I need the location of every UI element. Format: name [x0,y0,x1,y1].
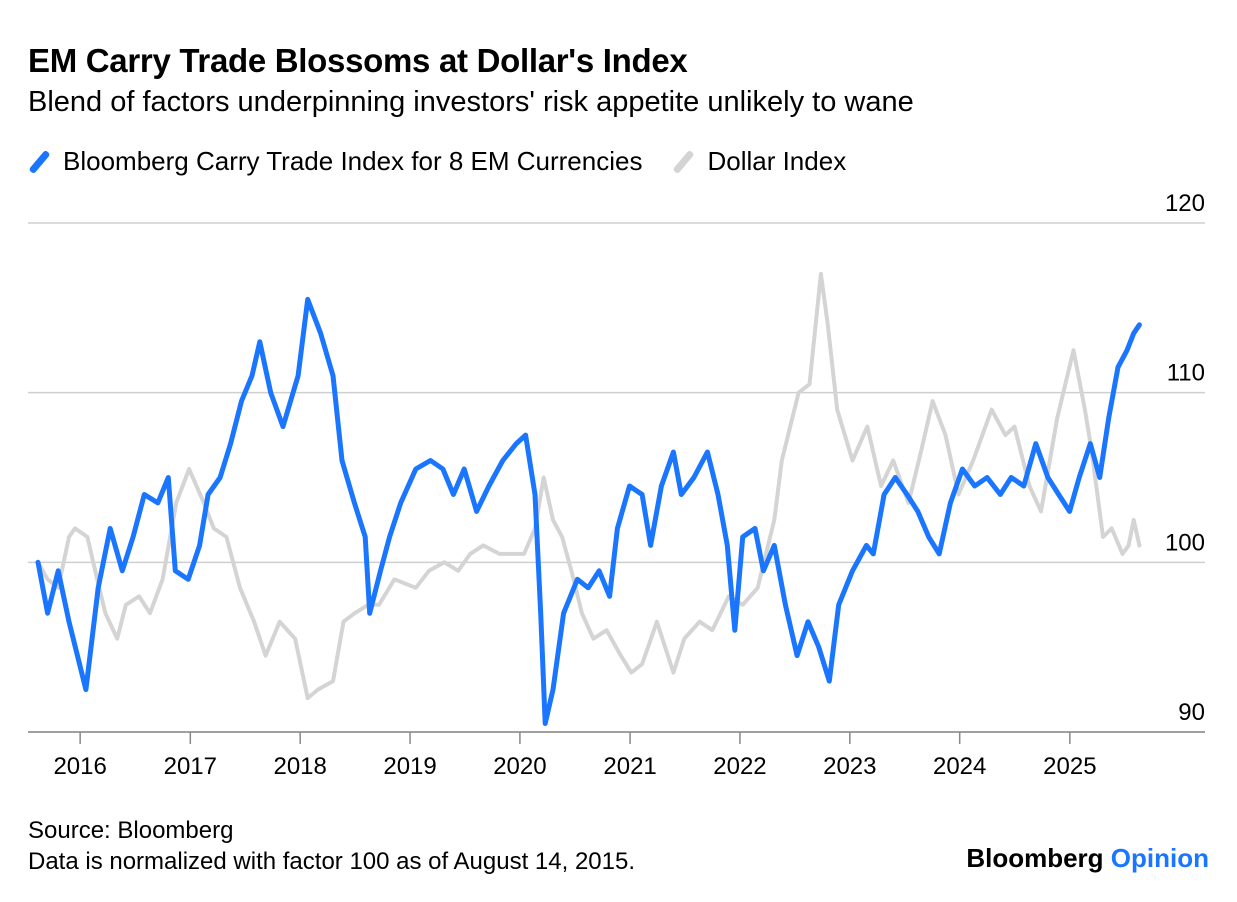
x-tick-label-2016: 2016 [53,753,106,780]
x-tick-label-2022: 2022 [713,753,766,780]
y-tick-label-120: 120 [1165,190,1205,217]
legend-item-carry-index: Bloomberg Carry Trade Index for 8 EM Cur… [28,146,642,177]
source-note: Source: Bloomberg Data is normalized wit… [28,815,635,877]
chart-legend: Bloomberg Carry Trade Index for 8 EM Cur… [28,146,876,177]
legend-label-dollar-index: Dollar Index [707,146,847,176]
x-tick-label-2024: 2024 [933,753,986,780]
y-tick-label-100: 100 [1165,529,1205,556]
normalization-note: Data is normalized with factor 100 as of… [28,848,636,875]
y-axis-labels: 90 100 110 120 [1165,190,1205,726]
x-tick-label-2025: 2025 [1043,753,1096,780]
series-lines [35,271,1142,726]
x-tick-label-2018: 2018 [273,753,326,780]
legend-item-dollar-index: Dollar Index [672,146,846,177]
y-tick-label-90: 90 [1178,699,1205,726]
y-tick-label-110: 110 [1167,360,1205,387]
brand-accent: Opinion [1110,843,1209,873]
series-line-dollar-index [36,271,1142,701]
brand-logo: Bloomberg Opinion [966,843,1209,874]
legend-label-carry-index: Bloomberg Carry Trade Index for 8 EM Cur… [63,146,643,176]
series-line-carry-index [35,296,1142,726]
source-text: Source: Bloomberg [28,817,234,844]
x-axis: 2016 2017 2018 2019 2020 2021 2022 2023 2024 2025 [28,731,1205,780]
x-tick-label-2023: 2023 [823,753,876,780]
chart-subtitle: Blend of factors underpinning investors'… [28,86,914,118]
x-tick-label-2019: 2019 [383,753,436,780]
chart-title: EM Carry Trade Blossoms at Dollar's Inde… [28,42,688,79]
x-tick-label-2017: 2017 [164,753,217,780]
brand-main: Bloomberg [966,843,1104,873]
x-tick-label-2021: 2021 [603,753,656,780]
x-tick-label-2020: 2020 [493,753,546,780]
